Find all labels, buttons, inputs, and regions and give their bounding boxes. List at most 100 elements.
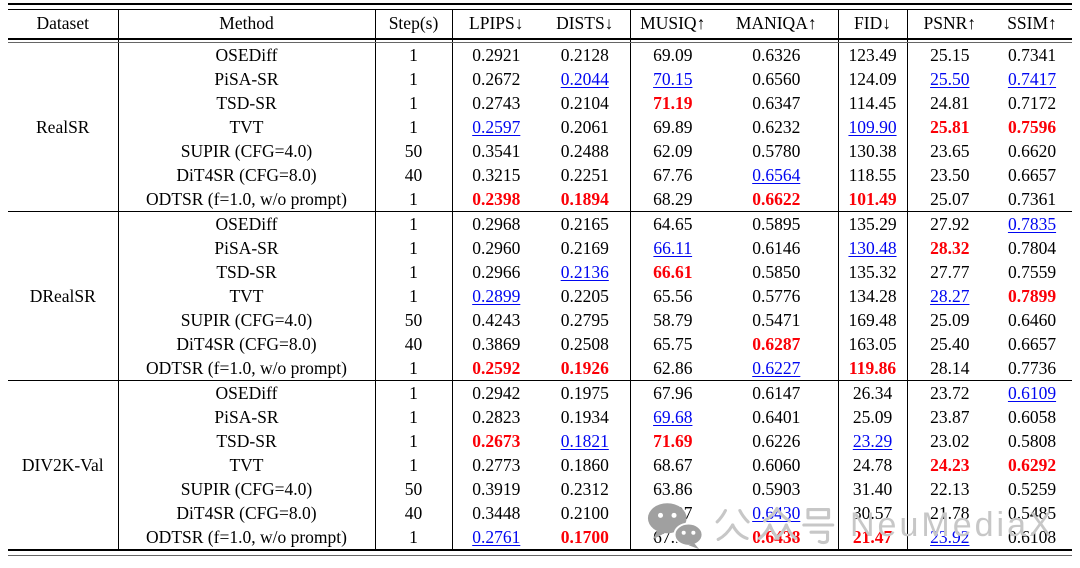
value-cell: 67.94 [630, 525, 715, 551]
value-cell: 0.5808 [1007, 431, 1057, 451]
method-cell: DiT4SR (CFG=8.0) [118, 501, 376, 525]
value-cell: 25.15 [930, 45, 970, 65]
table-row: SUPIR (CFG=4.0) 50 0.4243 0.2795 58.79 0.5471… [8, 308, 1072, 332]
value-cell: 118.55 [838, 163, 908, 187]
steps-cell: 1 [375, 187, 453, 212]
value-cell: 134.28 [838, 284, 908, 308]
table-row: TSD-SR 1 0.2966 0.2136 66.61 0.5850 135.32 27.7… [8, 260, 1072, 284]
value-cell: 0.6657 [1007, 334, 1057, 354]
value-cell: 68.29 [630, 187, 715, 212]
value-cell: 25.09 [838, 405, 908, 429]
value-cell: 0.2968 [472, 214, 521, 234]
value-cell: 169.48 [838, 308, 908, 332]
steps-cell: 50 [375, 477, 453, 501]
value-cell: 25.40 [930, 334, 970, 354]
method-cell: TVT [118, 284, 376, 308]
value-cell: 0.2761 [452, 525, 540, 551]
value-cell: 0.2251 [540, 163, 631, 187]
column-header-fid: FID↓ [838, 9, 908, 40]
value-cell: 0.1975 [540, 380, 631, 405]
value-cell: 0.3541 [472, 141, 521, 161]
table-row: TSD-SR 1 0.2673 0.1821 71.69 0.6226 23.29 23.02… [8, 429, 1072, 453]
value-cell: 0.1934 [540, 405, 631, 429]
column-header-step-s: Step(s) [375, 9, 453, 40]
table-row: SUPIR (CFG=4.0) 50 0.3919 0.2312 63.86 0.5903… [8, 477, 1072, 501]
results-table: Dataset Method Step(s) LPIPS↓ DISTS↓ MUSIQ↑ MA… [8, 9, 1072, 551]
value-cell: 0.2673 [472, 431, 521, 451]
header-double-rule [8, 38, 1072, 43]
steps-cell: 50 [375, 308, 453, 332]
value-cell: 0.5259 [1007, 479, 1057, 499]
value-cell: 65.56 [653, 286, 693, 306]
table-row: PiSA-SR 1 0.2672 0.2044 70.15 0.6560 124.09 25.… [8, 67, 1072, 91]
value-cell: 0.2104 [540, 91, 631, 115]
value-cell: 25.09 [930, 310, 970, 330]
value-cell: 0.7559 [1007, 262, 1057, 282]
steps-cell: 40 [375, 332, 453, 356]
value-cell: 0.2966 [472, 262, 521, 282]
value-cell: 123.49 [838, 42, 908, 67]
value-cell: 0.1700 [540, 525, 631, 551]
method-cell: PiSA-SR [118, 67, 376, 91]
value-cell: 0.6430 [715, 501, 839, 525]
value-cell: 0.3215 [472, 165, 521, 185]
value-cell: 24.23 [930, 455, 970, 475]
table-row: TVT 1 0.2773 0.1860 68.67 0.6060 24.78 24.23 0.6… [8, 453, 1072, 477]
value-cell: 28.14 [907, 356, 992, 381]
value-cell: 68.07 [653, 503, 693, 523]
value-cell: 0.6560 [715, 67, 839, 91]
value-cell: 22.13 [930, 479, 970, 499]
table-row: RealSR OSEDiff 1 0.2921 0.2128 69.09 0.6326 123… [8, 42, 1072, 212]
method-cell: ODTSR (f=1.0, w/o prompt) [118, 356, 376, 381]
value-cell: 30.57 [838, 501, 908, 525]
value-cell: 0.2743 [472, 93, 521, 113]
value-cell: 31.40 [838, 477, 908, 501]
column-header-musiq: MUSIQ↑ [630, 9, 715, 40]
value-cell: 0.1926 [540, 356, 631, 381]
column-header-maniqa: MANIQA↑ [715, 9, 839, 40]
value-cell: 67.76 [653, 165, 693, 185]
steps-cell: 40 [375, 163, 453, 187]
steps-cell: 1 [375, 356, 453, 381]
steps-cell: 1 [375, 525, 453, 551]
value-cell: 0.2061 [540, 115, 631, 139]
column-header-psnr: PSNR↑ [907, 9, 992, 40]
value-cell: 0.6108 [992, 525, 1072, 551]
value-cell: 0.6347 [715, 91, 839, 115]
value-cell: 0.6292 [1007, 455, 1057, 475]
value-cell: 67.96 [653, 383, 693, 403]
method-cell: DiT4SR (CFG=8.0) [118, 163, 376, 187]
value-cell: 26.34 [838, 380, 908, 405]
value-cell: 0.6232 [715, 115, 839, 139]
dataset-cell: DIV2K-Val [8, 380, 119, 551]
value-cell: 119.86 [838, 356, 908, 381]
method-cell: TSD-SR [118, 91, 376, 115]
method-cell: PiSA-SR [118, 405, 376, 429]
table-row: ODTSR (f=1.0, w/o prompt) 1 0.2398 0.1894 68… [8, 187, 1072, 212]
value-cell: 0.6564 [715, 163, 839, 187]
table-row: ODTSR (f=1.0, w/o prompt) 1 0.2592 0.1926 62… [8, 356, 1072, 381]
method-cell: SUPIR (CFG=4.0) [118, 308, 376, 332]
value-cell: 0.6460 [1007, 310, 1057, 330]
value-cell: 23.50 [930, 165, 970, 185]
value-cell: 0.3448 [472, 503, 521, 523]
value-cell: 130.38 [838, 139, 908, 163]
value-cell: 69.68 [653, 407, 693, 427]
steps-cell: 1 [375, 260, 453, 284]
value-cell: 0.5776 [715, 284, 839, 308]
table-row: DIV2K-Val OSEDiff 1 0.2942 0.1975 67.96 0.6147… [8, 380, 1072, 551]
value-cell: 0.6401 [715, 405, 839, 429]
method-cell: OSEDiff [118, 42, 376, 67]
method-cell: DiT4SR (CFG=8.0) [118, 332, 376, 356]
value-cell: 62.86 [630, 356, 715, 381]
method-cell: PiSA-SR [118, 236, 376, 260]
value-cell: 0.2169 [540, 236, 631, 260]
value-cell: 23.87 [930, 407, 970, 427]
column-header-ssim: SSIM↑ [992, 9, 1072, 40]
value-cell: 0.2795 [540, 308, 631, 332]
value-cell: 0.2597 [472, 117, 521, 137]
value-cell: 0.5471 [715, 308, 839, 332]
value-cell: 23.65 [930, 141, 970, 161]
method-cell: OSEDiff [118, 211, 376, 236]
header-row: Dataset Method Step(s) LPIPS↓ DISTS↓ MUSIQ↑ MA… [8, 9, 1072, 40]
